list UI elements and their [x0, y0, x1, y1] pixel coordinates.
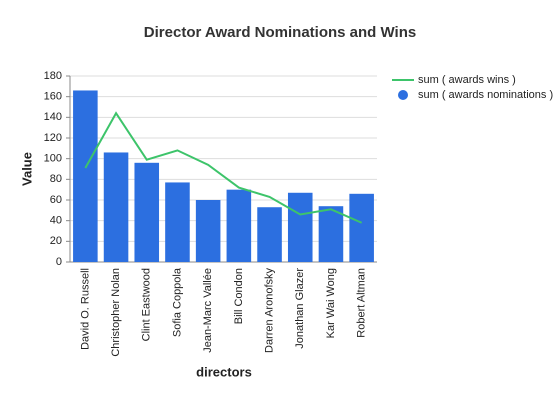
line — [84, 111, 363, 224]
x-tick-label: Kar Wai Wong — [325, 268, 337, 338]
bar — [226, 189, 252, 262]
legend-symbol — [398, 90, 408, 100]
y-tick-label: 160 — [44, 91, 62, 103]
chart-title: Director Award Nominations and Wins — [144, 24, 416, 41]
y-tick-label: 80 — [50, 173, 62, 185]
bar — [103, 152, 129, 262]
y-tick-label: 40 — [50, 215, 62, 227]
y-axis-title: Value — [19, 152, 34, 186]
bar — [257, 207, 282, 262]
bar — [134, 162, 160, 262]
y-tick-label: 140 — [44, 111, 62, 123]
x-tick-label: Robert Altman — [356, 268, 368, 338]
legend-label: sum ( awards wins ) — [418, 74, 516, 86]
x-tick-label: Jonathan Glazer — [294, 268, 306, 349]
y-tick-label: 60 — [50, 194, 62, 206]
y-tick-label: 180 — [44, 70, 62, 82]
y-tick-label: 120 — [44, 132, 62, 144]
bar — [73, 90, 98, 262]
bar — [165, 182, 190, 262]
y-tick-label: 0 — [56, 256, 62, 268]
x-tick-label: Clint Eastwood — [141, 268, 153, 341]
y-tick-label: 20 — [50, 235, 62, 247]
bar — [195, 200, 221, 262]
x-tick-label: Christopher Nolan — [110, 268, 122, 357]
bar — [287, 192, 313, 262]
x-tick-label: Jean-Marc Vallée — [202, 268, 214, 353]
x-tick-label: Bill Condon — [233, 268, 245, 324]
x-axis-title: directors — [196, 364, 252, 379]
legend-label: sum ( awards nominations ) — [418, 89, 553, 101]
x-tick-label: Darren Aronofsky — [263, 268, 275, 353]
x-tick-label: Sofia Coppola — [171, 267, 183, 337]
bar — [318, 206, 344, 262]
bar — [349, 193, 374, 262]
x-tick-label: David O. Russell — [79, 268, 91, 350]
y-tick-label: 100 — [44, 153, 62, 165]
